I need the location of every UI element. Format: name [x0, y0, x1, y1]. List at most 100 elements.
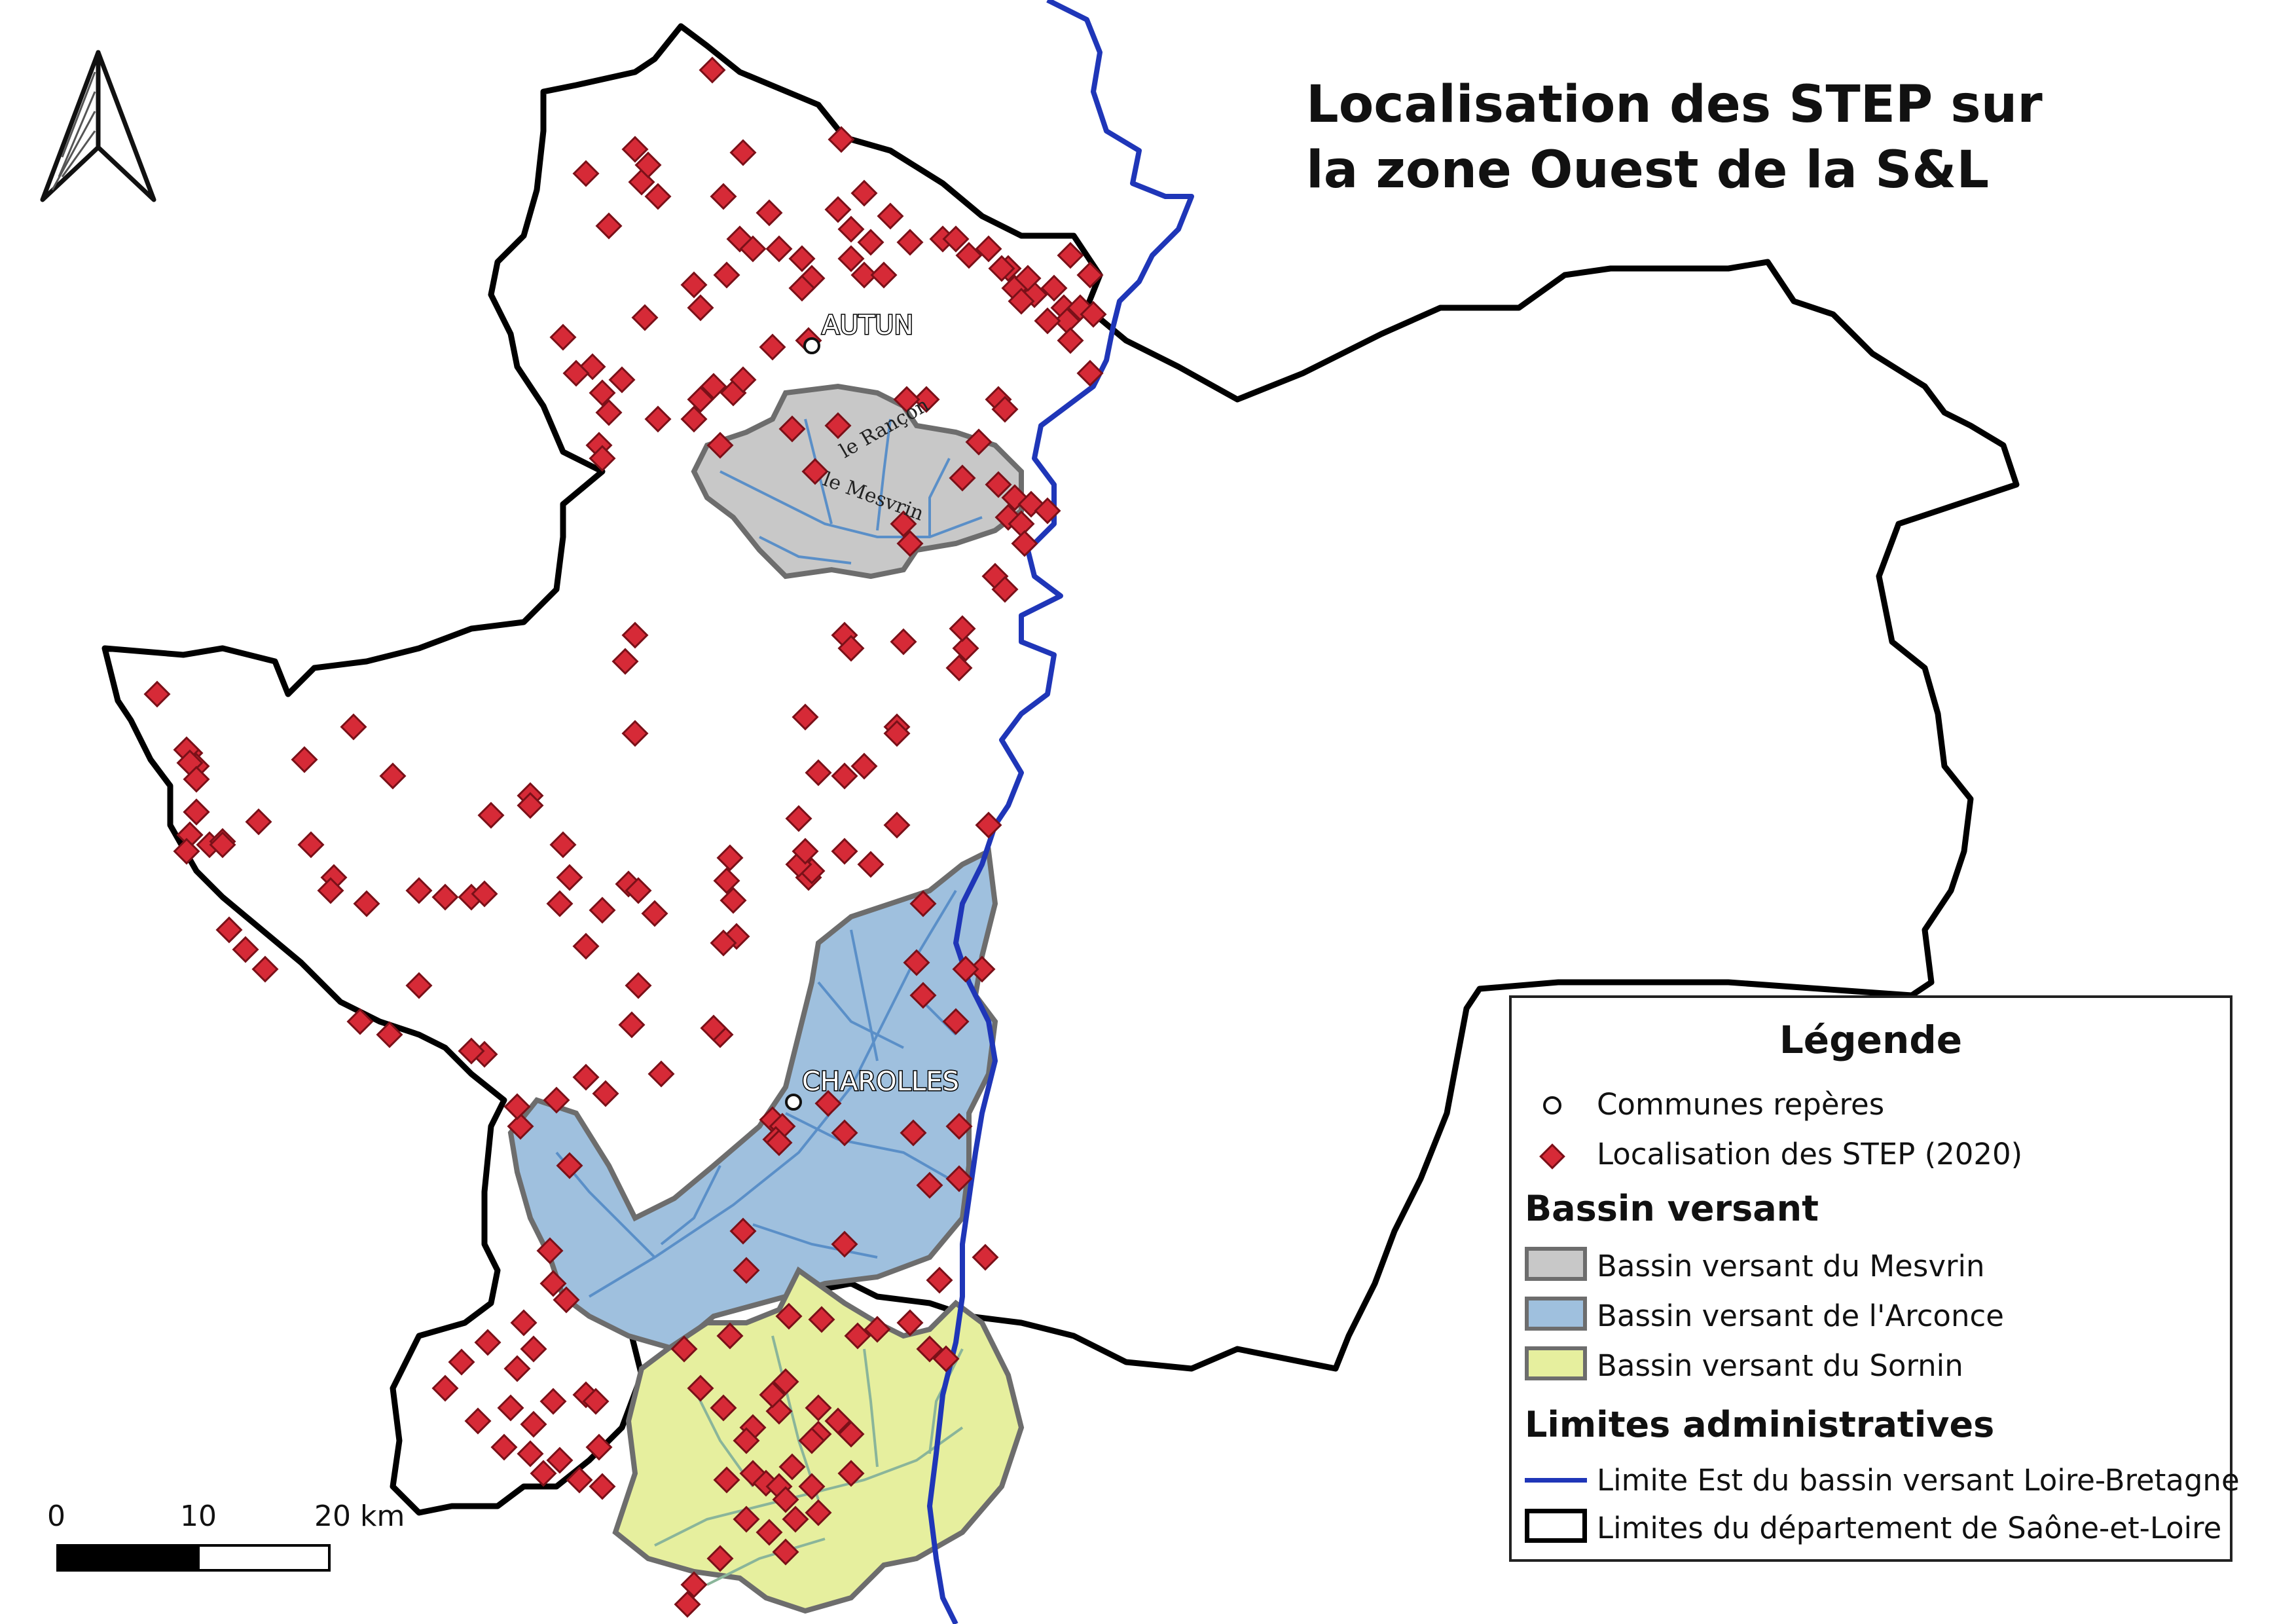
step-marker[interactable] — [585, 1433, 613, 1461]
step-marker[interactable] — [756, 199, 783, 227]
step-marker[interactable] — [245, 808, 272, 836]
step-marker[interactable] — [1034, 497, 1061, 525]
step-marker[interactable] — [556, 1152, 583, 1179]
step-marker[interactable] — [975, 811, 1002, 839]
step-marker[interactable] — [291, 746, 318, 773]
step-marker[interactable] — [566, 1466, 593, 1494]
step-marker[interactable] — [788, 274, 816, 302]
step-marker[interactable] — [988, 255, 1015, 282]
step-marker[interactable] — [608, 366, 636, 394]
step-marker[interactable] — [798, 1427, 826, 1454]
step-marker[interactable] — [209, 831, 236, 858]
step-marker[interactable] — [353, 890, 380, 917]
step-marker[interactable] — [909, 890, 937, 917]
step-marker[interactable] — [687, 1375, 714, 1402]
step-marker[interactable] — [464, 1407, 492, 1435]
step-marker[interactable] — [215, 916, 243, 944]
step-marker[interactable] — [713, 867, 740, 895]
step-marker[interactable] — [729, 139, 757, 166]
step-marker[interactable] — [621, 720, 649, 747]
step-marker[interactable] — [458, 1037, 485, 1065]
step-marker[interactable] — [625, 972, 652, 999]
step-marker[interactable] — [883, 720, 911, 747]
step-marker[interactable] — [772, 1368, 799, 1395]
step-marker[interactable] — [572, 932, 600, 960]
step-marker[interactable] — [864, 1316, 891, 1343]
step-marker[interactable] — [814, 1090, 842, 1117]
step-marker[interactable] — [926, 1266, 953, 1294]
step-marker[interactable] — [805, 1394, 832, 1422]
step-marker[interactable] — [477, 802, 505, 829]
step-marker[interactable] — [297, 831, 325, 858]
step-marker[interactable] — [1076, 360, 1104, 387]
step-marker[interactable] — [713, 1466, 740, 1494]
step-marker[interactable] — [896, 530, 924, 557]
step-marker[interactable] — [968, 955, 996, 983]
step-marker[interactable] — [883, 811, 911, 839]
step-marker[interactable] — [431, 883, 459, 911]
step-marker[interactable] — [621, 621, 649, 649]
step-marker[interactable] — [985, 471, 1012, 498]
step-marker[interactable] — [805, 759, 832, 786]
step-marker[interactable] — [949, 464, 976, 492]
step-marker[interactable] — [405, 972, 433, 999]
step-marker[interactable] — [1057, 242, 1084, 269]
step-marker[interactable] — [710, 1394, 737, 1422]
step-marker[interactable] — [932, 1345, 960, 1373]
step-marker[interactable] — [647, 1060, 675, 1088]
step-marker[interactable] — [952, 635, 979, 662]
step-marker[interactable] — [549, 831, 577, 858]
step-marker[interactable] — [431, 1375, 459, 1402]
step-marker[interactable] — [952, 955, 979, 983]
step-marker[interactable] — [346, 1008, 374, 1035]
step-marker[interactable] — [595, 212, 623, 240]
step-marker[interactable] — [733, 1257, 760, 1284]
step-marker[interactable] — [778, 1453, 806, 1481]
step-marker[interactable] — [772, 1538, 799, 1566]
step-marker[interactable] — [674, 1591, 701, 1618]
step-marker[interactable] — [1057, 327, 1084, 354]
step-marker[interactable] — [618, 1011, 646, 1039]
step-marker[interactable] — [556, 864, 583, 891]
step-marker[interactable] — [549, 323, 577, 351]
step-marker[interactable] — [975, 235, 1002, 263]
step-marker[interactable] — [1053, 307, 1081, 335]
step-marker[interactable] — [837, 215, 865, 243]
step-marker[interactable] — [896, 1309, 924, 1337]
step-marker[interactable] — [1080, 301, 1107, 328]
step-marker[interactable] — [844, 1322, 871, 1350]
step-marker[interactable] — [582, 1388, 610, 1415]
step-marker[interactable] — [729, 366, 757, 394]
step-marker[interactable] — [173, 838, 200, 865]
step-marker[interactable] — [916, 1172, 943, 1199]
step-marker[interactable] — [778, 415, 806, 443]
step-marker[interactable] — [716, 1322, 744, 1350]
town-charolles[interactable]: CHAROLLES — [785, 1066, 960, 1111]
step-marker[interactable] — [592, 1080, 619, 1107]
step-marker[interactable] — [379, 762, 407, 790]
step-marker[interactable] — [700, 373, 727, 400]
step-marker[interactable] — [539, 1388, 567, 1415]
step-marker[interactable] — [641, 900, 668, 927]
step-marker[interactable] — [572, 1063, 600, 1091]
step-marker[interactable] — [900, 1119, 927, 1147]
step-marker[interactable] — [991, 576, 1019, 603]
step-marker[interactable] — [631, 304, 659, 331]
step-marker[interactable] — [474, 1329, 501, 1356]
step-marker[interactable] — [824, 412, 852, 439]
step-marker[interactable] — [733, 1505, 760, 1533]
step-marker[interactable] — [589, 1473, 616, 1500]
step-marker[interactable] — [595, 399, 623, 426]
step-marker[interactable] — [510, 1309, 538, 1337]
step-marker[interactable] — [713, 261, 740, 289]
step-marker[interactable] — [890, 628, 917, 655]
step-marker[interactable] — [949, 615, 976, 642]
step-marker[interactable] — [183, 766, 210, 793]
step-marker[interactable] — [1034, 307, 1061, 335]
step-marker[interactable] — [1076, 261, 1104, 289]
step-marker[interactable] — [710, 929, 737, 957]
step-marker[interactable] — [972, 1244, 999, 1271]
step-marker[interactable] — [589, 445, 616, 472]
step-marker[interactable] — [733, 1427, 760, 1454]
step-marker[interactable] — [1014, 265, 1042, 292]
